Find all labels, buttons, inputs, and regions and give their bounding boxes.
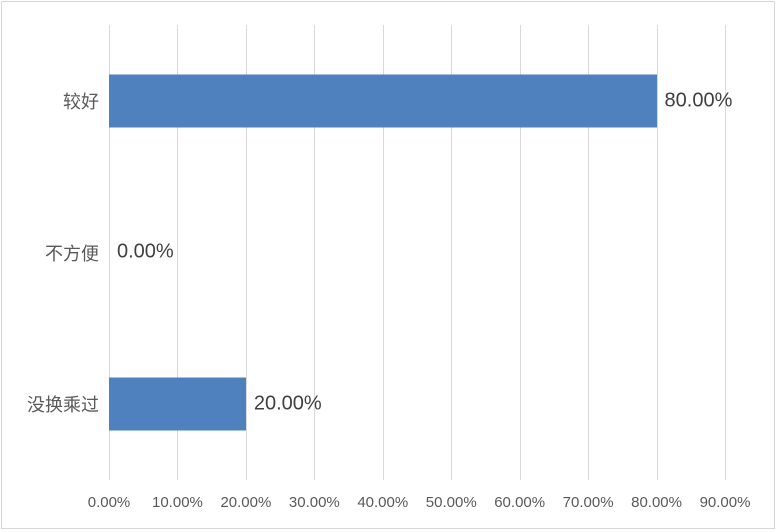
gridline xyxy=(314,25,316,480)
gridline xyxy=(245,25,247,480)
bar-row: 20.00% xyxy=(109,328,725,480)
x-tick-label: 50.00% xyxy=(425,494,477,511)
x-tick-label: 60.00% xyxy=(494,494,546,511)
gridline xyxy=(519,25,521,480)
x-tick-label: 30.00% xyxy=(288,494,340,511)
gridline xyxy=(656,25,658,480)
gridline xyxy=(177,25,179,480)
category-label: 不方便 xyxy=(45,243,99,264)
x-tick-label: 20.00% xyxy=(220,494,272,511)
plot-area: 80.00% 0.00% 20.00% xyxy=(109,25,732,480)
bar-data-label: 0.00% xyxy=(117,240,174,263)
bar xyxy=(109,377,246,431)
gridline xyxy=(109,25,110,480)
category-label: 较好 xyxy=(63,91,99,112)
bar-data-label: 20.00% xyxy=(253,392,322,415)
gridline xyxy=(588,25,590,480)
bar-row: 0.00% xyxy=(109,177,725,329)
x-tick-label: 90.00% xyxy=(699,494,751,511)
gridline xyxy=(382,25,384,480)
category-label: 没换乘过 xyxy=(27,395,99,416)
bar-data-label: 80.00% xyxy=(664,89,733,112)
gridline xyxy=(725,25,726,480)
x-tick-label: 40.00% xyxy=(357,494,409,511)
bar xyxy=(109,74,657,128)
x-axis-labels: 0.00% 10.00% 20.00% 30.00% 40.00% 50.00% 60.00… xyxy=(2,488,774,522)
x-tick-label: 70.00% xyxy=(562,494,614,511)
bar-row: 80.00% xyxy=(109,25,732,177)
y-axis-labels: 较好不方便没换乘过 xyxy=(2,25,99,480)
x-tick-label: 80.00% xyxy=(631,494,682,511)
gridline xyxy=(451,25,453,480)
x-tick-label: 0.00% xyxy=(87,494,131,511)
x-tick-label: 10.00% xyxy=(152,494,203,511)
